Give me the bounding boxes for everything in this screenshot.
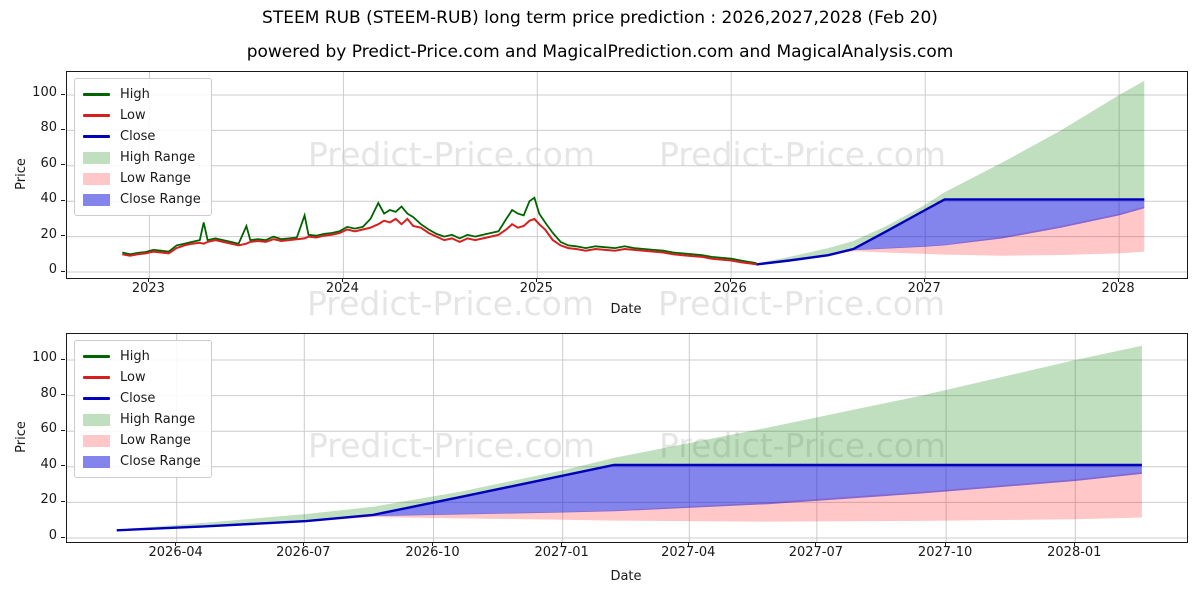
legend-item: Low (83, 105, 201, 126)
x-tick-label: 2027 (907, 281, 941, 296)
y-tick-label: 60 (40, 155, 57, 171)
x-tick-label: 2026-07 (276, 545, 331, 560)
x-tick-mark (302, 542, 304, 546)
legend-label: Low Range (120, 433, 191, 448)
legend-label: Close Range (120, 454, 201, 469)
legend-swatch-close (83, 397, 110, 400)
x-tick-mark (944, 542, 946, 546)
legend-label: Low (120, 108, 146, 123)
legend: High Low Close High Range Low Range Close Ran… (74, 340, 212, 478)
legend-label: High (120, 87, 150, 102)
legend-swatch-high-range (83, 413, 110, 426)
x-tick-mark (1073, 542, 1075, 546)
x-tick-label: 2027-10 (917, 545, 973, 560)
legend-label: Low (120, 370, 146, 385)
legend-item: Close (83, 388, 201, 409)
x-axis-label-top: Date (610, 302, 642, 317)
chart-canvas (67, 72, 1187, 278)
legend-swatch-low (83, 376, 110, 379)
legend-item: High (83, 346, 201, 367)
y-tick-mark (61, 93, 65, 95)
legend-item: Low Range (83, 430, 201, 451)
figure-title: STEEM RUB (STEEM-RUB) long term price pr… (262, 8, 938, 28)
y-tick-label: 80 (40, 385, 57, 401)
y-tick-mark (61, 270, 65, 272)
y-tick-label: 0 (48, 262, 57, 277)
y-tick-mark (61, 235, 65, 237)
chart-canvas (67, 334, 1187, 542)
legend-swatch-high-range (83, 151, 110, 164)
legend-label: High (120, 349, 150, 364)
legend-item: Close Range (83, 451, 201, 472)
x-tick-mark (687, 542, 689, 546)
y-tick-mark (61, 358, 65, 360)
legend-item: Close (83, 126, 201, 147)
x-tick-mark (815, 542, 817, 546)
y-tick-mark (61, 465, 65, 467)
x-tick-mark (147, 278, 149, 282)
legend-item: High Range (83, 409, 201, 430)
y-tick-mark (61, 500, 65, 502)
x-tick-label: 2026-04 (148, 545, 203, 560)
figure-subtitle: powered by Predict-Price.com and Magical… (246, 42, 954, 62)
legend-swatch-close-range (83, 455, 110, 468)
legend-swatch-low (83, 114, 110, 117)
legend-label: High Range (120, 150, 196, 165)
x-tick-label: 2028 (1101, 281, 1135, 296)
x-tick-label: 2024 (325, 281, 359, 296)
y-tick-mark (61, 164, 65, 166)
y-tick-label: 40 (40, 456, 57, 472)
y-tick-mark (61, 394, 65, 396)
legend: High Low Close High Range Low Range Close Ran… (74, 78, 212, 216)
x-axis-label-bottom: Date (610, 569, 642, 584)
legend-label: Close (120, 129, 156, 144)
y-tick-mark (61, 128, 65, 130)
legend-label: Close (120, 391, 156, 406)
y-tick-label: 60 (40, 421, 57, 437)
y-tick-label: 40 (40, 191, 57, 207)
x-tick-label: 2023 (131, 281, 165, 296)
x-tick-label: 2028-01 (1047, 545, 1102, 560)
legend-item: Close Range (83, 189, 201, 210)
legend-swatch-low-range (83, 434, 110, 447)
x-tick-label: 2026-10 (405, 545, 460, 560)
y-tick-label: 80 (40, 120, 57, 136)
legend-swatch-close-range (83, 193, 110, 206)
x-tick-mark (432, 542, 433, 546)
x-tick-mark (535, 278, 537, 282)
x-tick-label: 2025 (519, 281, 553, 296)
legend-item: High (83, 84, 201, 105)
x-tick-mark (1117, 278, 1119, 282)
y-tick-label: 20 (40, 226, 57, 242)
legend-item: High Range (83, 147, 201, 168)
legend-swatch-low-range (83, 172, 110, 185)
x-tick-mark (341, 278, 343, 282)
x-tick-label: 2027-07 (788, 545, 844, 560)
y-tick-label: 20 (40, 492, 57, 508)
x-tick-label: 2026 (713, 281, 747, 296)
x-tick-label: 2027-04 (661, 545, 716, 560)
legend-item: Low (83, 367, 201, 388)
legend-swatch-close (83, 135, 110, 138)
x-tick-mark (561, 542, 563, 546)
legend-swatch-high (83, 93, 110, 96)
bottom-chart-plot: Predict-Price.com Predict-Price.com High… (66, 333, 1188, 543)
y-tick-label: 100 (32, 350, 57, 365)
x-tick-mark (923, 278, 925, 282)
top-chart-plot: Predict-Price.com Predict-Price.com High… (66, 71, 1188, 279)
y-tick-mark (61, 429, 65, 431)
legend-label: Close Range (120, 192, 201, 207)
legend-swatch-high (83, 355, 110, 358)
y-tick-label: 0 (48, 528, 57, 543)
x-tick-mark (729, 278, 731, 282)
x-tick-label: 2027-01 (534, 545, 589, 560)
x-tick-mark (175, 542, 177, 546)
y-tick-mark (61, 536, 65, 538)
y-tick-mark (61, 199, 65, 201)
legend-label: Low Range (120, 171, 191, 186)
legend-item: Low Range (83, 168, 201, 189)
legend-label: High Range (120, 412, 196, 427)
y-tick-label: 100 (32, 85, 57, 100)
